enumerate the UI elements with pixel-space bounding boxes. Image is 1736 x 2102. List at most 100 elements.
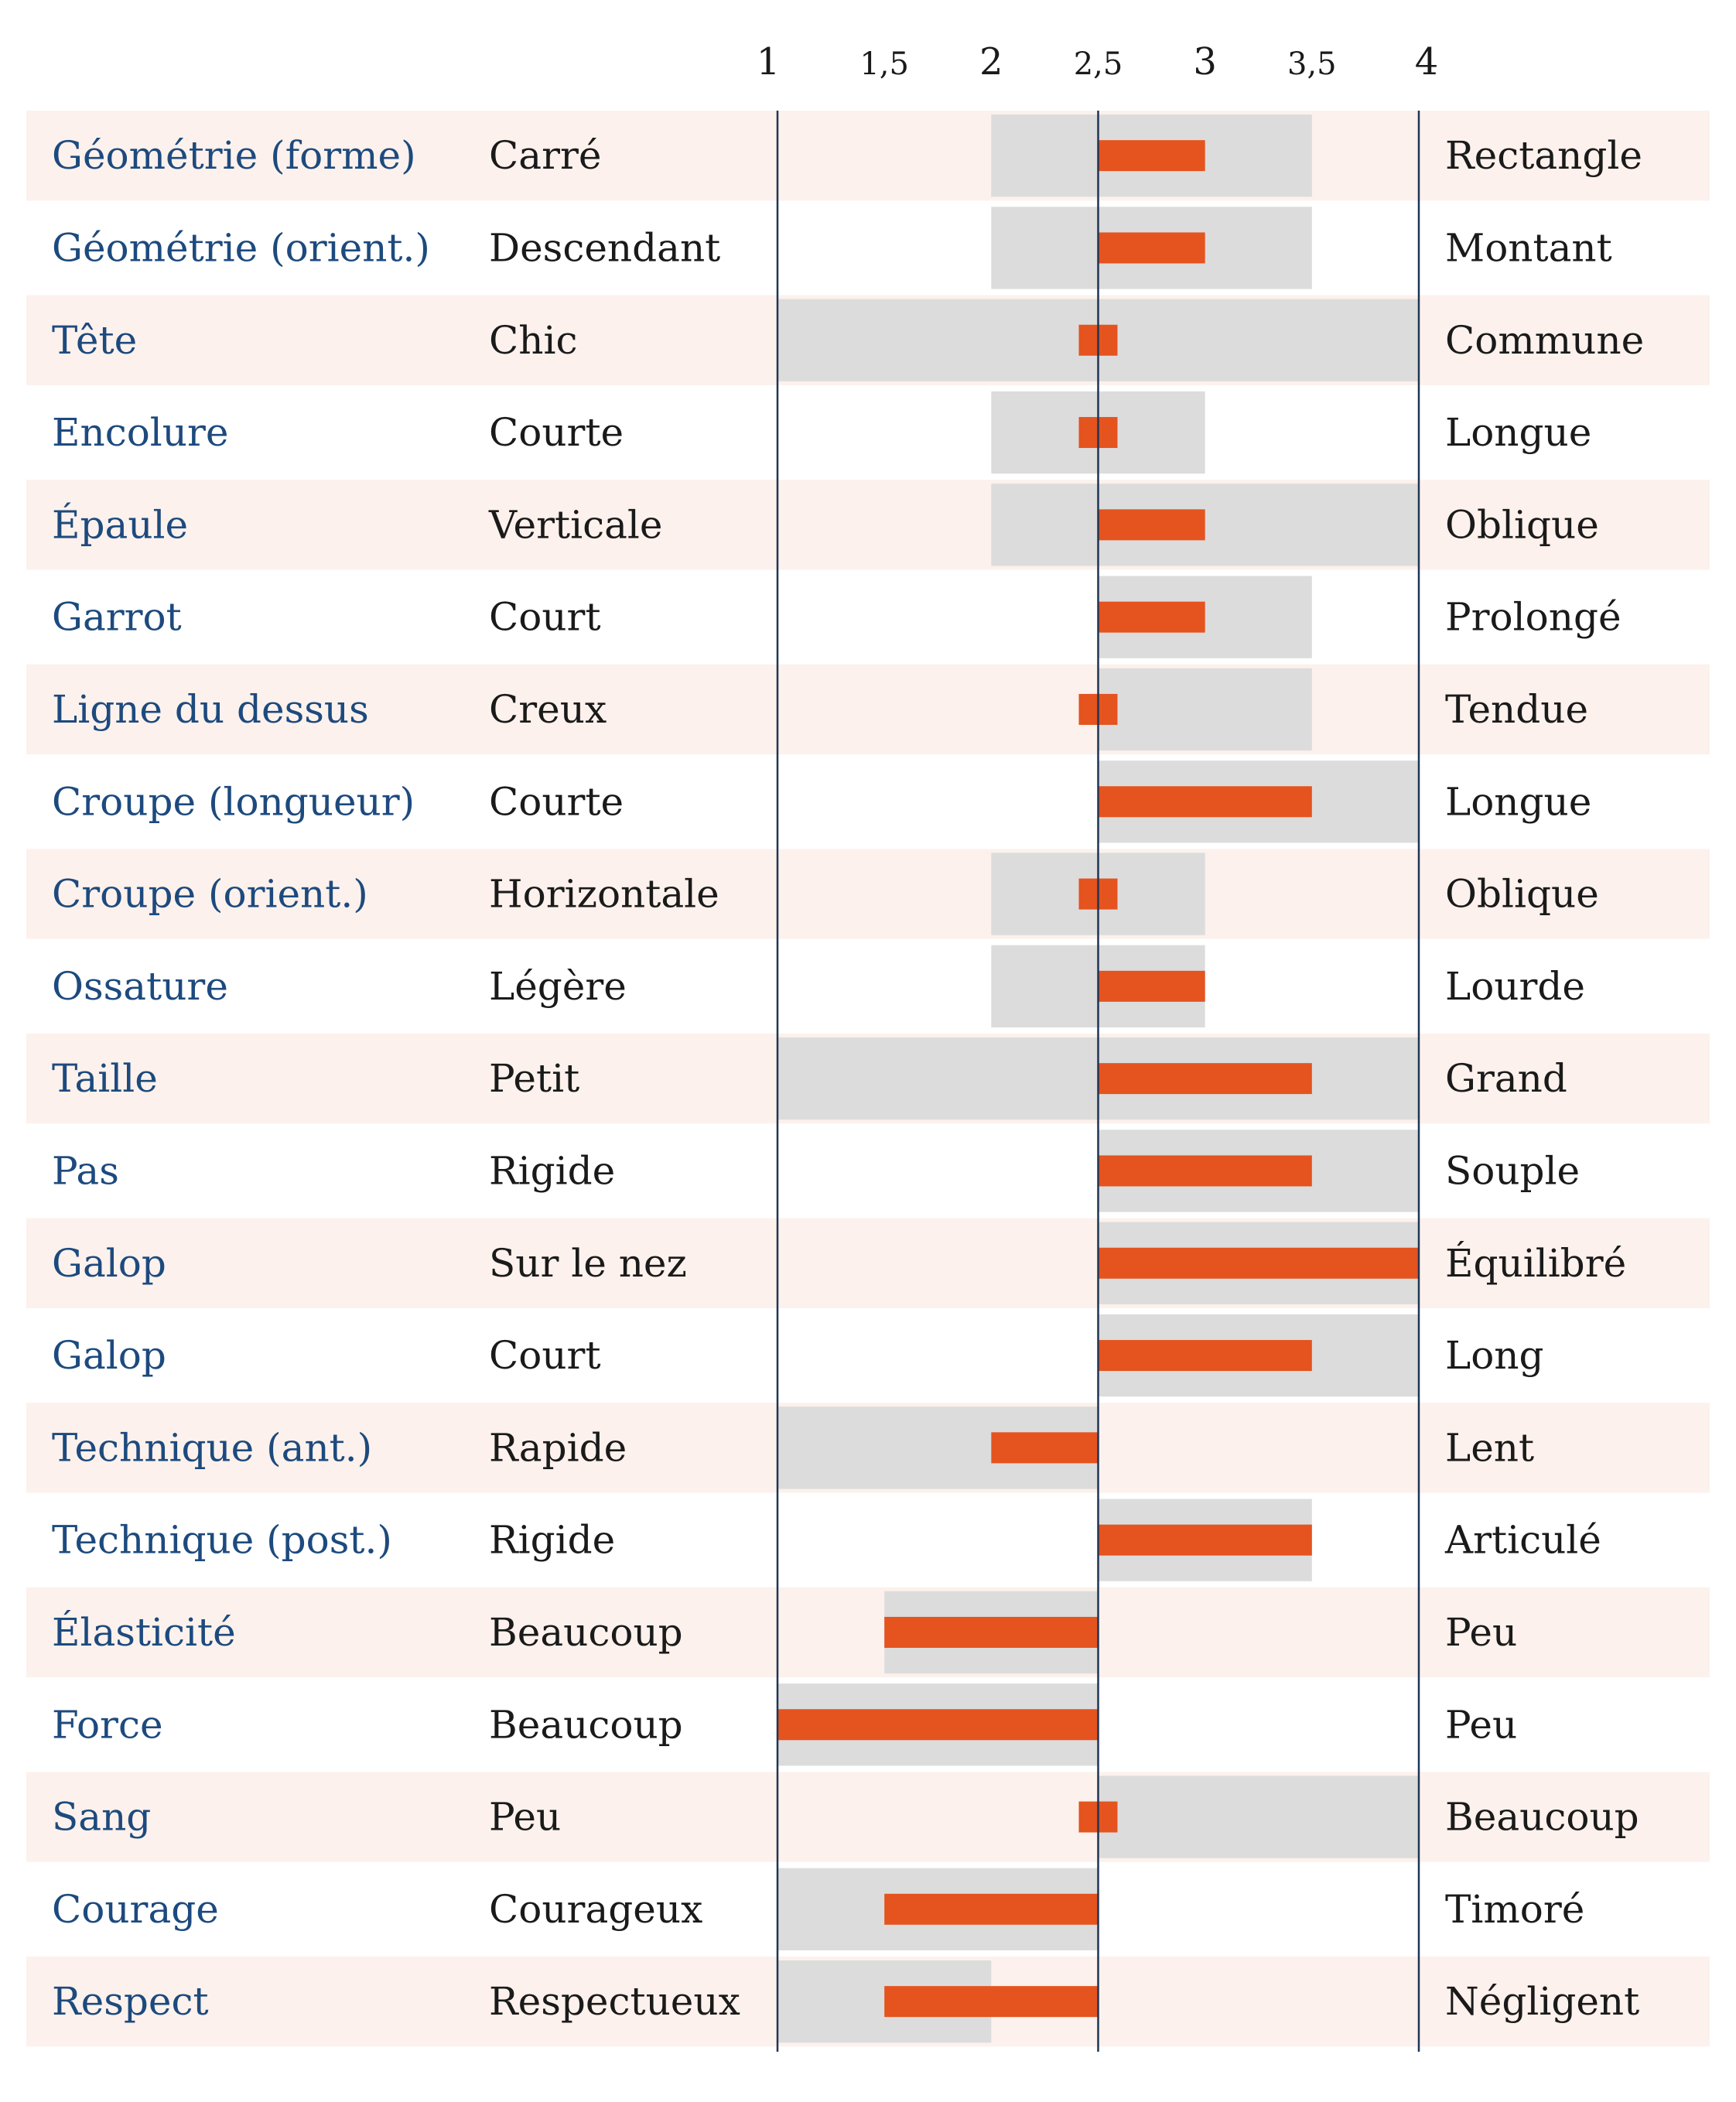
right-pole-label: Long	[1445, 1333, 1544, 1378]
criterion-label: Taille	[52, 1056, 158, 1101]
value-bar	[777, 1709, 1099, 1741]
chart-row: Garrot Court Prolongé	[52, 576, 1622, 658]
left-pole-label: Descendant	[489, 225, 720, 270]
right-pole-label: Lent	[1445, 1425, 1534, 1470]
criterion-label: Technique (post.)	[52, 1518, 392, 1563]
criterion-label: Garrot	[52, 595, 182, 640]
criterion-label: Croupe (orient.)	[52, 872, 368, 917]
left-pole-label: Rigide	[489, 1518, 615, 1563]
criterion-label: Courage	[52, 1887, 219, 1932]
right-pole-label: Longue	[1445, 410, 1591, 455]
right-pole-label: Tendue	[1445, 687, 1588, 732]
rows-layer: Géométrie (forme) Carré RectangleGéométrie…	[26, 111, 1710, 2047]
chart-row: Géométrie (forme) Carré Rectangle	[26, 111, 1710, 201]
criterion-label: Galop	[52, 1333, 166, 1378]
value-bar	[1098, 232, 1205, 264]
left-pole-label: Court	[489, 1333, 601, 1378]
left-pole-label: Chic	[489, 318, 577, 363]
right-pole-label: Montant	[1445, 225, 1612, 270]
chart-row: Ligne du dessus Creux Tendue	[26, 664, 1710, 755]
x-tick-label: 1	[757, 40, 781, 84]
left-pole-label: Rapide	[489, 1425, 627, 1470]
right-pole-label: Longue	[1445, 779, 1591, 824]
row-background	[26, 1587, 1710, 1678]
range-band	[1098, 668, 1312, 751]
chart-row: Technique (ant.) Rapide Lent	[26, 1403, 1710, 1493]
value-bar	[1098, 970, 1205, 1002]
value-bar	[1098, 786, 1312, 818]
chart-row: Épaule Verticale Oblique	[26, 480, 1710, 570]
criterion-label: Géométrie (forme)	[52, 133, 416, 178]
axis-layer: 1 1,5 2 2,5 3 3,5 4	[757, 40, 1438, 2052]
value-bar	[1098, 1524, 1312, 1556]
value-bar	[1098, 1247, 1419, 1279]
criterion-label: Croupe (longueur)	[52, 779, 415, 824]
right-pole-label: Négligent	[1445, 1979, 1639, 2024]
chart-row: Galop Court Long	[52, 1314, 1544, 1397]
right-pole-label: Beaucoup	[1445, 1795, 1639, 1840]
range-band	[991, 484, 1419, 566]
chart-row: Technique (post.) Rigide Articulé	[52, 1499, 1601, 1581]
criterion-label: Ossature	[52, 964, 228, 1009]
x-tick-label: 1,5	[859, 46, 909, 82]
chart-row: Géométrie (orient.) Descendant Montant	[52, 207, 1612, 289]
left-pole-label: Sur le nez	[489, 1241, 687, 1286]
chart-row: Pas Rigide Souple	[52, 1130, 1580, 1212]
left-pole-label: Légère	[489, 964, 627, 1009]
value-bar	[1098, 509, 1205, 541]
x-tick-label: 2,5	[1074, 46, 1123, 82]
chart-row: Ossature Légère Lourde	[52, 945, 1585, 1027]
left-pole-label: Respectueux	[489, 1979, 740, 2024]
chart-row: Galop Sur le nez Équilibré	[26, 1218, 1710, 1308]
row-background	[26, 664, 1710, 755]
criterion-label: Respect	[52, 1979, 209, 2024]
right-pole-label: Commune	[1445, 318, 1644, 363]
value-bar	[1098, 601, 1205, 633]
right-pole-label: Articulé	[1444, 1518, 1601, 1563]
value-bar	[1098, 140, 1205, 172]
x-tick-label: 2	[979, 40, 1003, 84]
left-pole-label: Carré	[489, 133, 601, 178]
chart-row: Tête Chic Commune	[26, 295, 1710, 385]
chart-row: Élasticité Beaucoup Peu	[26, 1587, 1710, 1678]
chart-row: Encolure Courte Longue	[52, 391, 1591, 474]
right-pole-label: Timoré	[1445, 1887, 1584, 1932]
criterion-label: Force	[52, 1702, 163, 1747]
left-pole-label: Petit	[489, 1056, 579, 1101]
chart-row: Sang Peu Beaucoup	[26, 1772, 1710, 1862]
right-pole-label: Peu	[1445, 1610, 1517, 1655]
right-pole-label: Prolongé	[1445, 595, 1622, 640]
value-bar	[991, 1432, 1099, 1464]
criterion-label: Pas	[52, 1148, 119, 1193]
left-pole-label: Courageux	[489, 1887, 702, 1932]
chart-row: Taille Petit Grand	[26, 1034, 1710, 1124]
right-pole-label: Peu	[1445, 1702, 1517, 1747]
criterion-label: Tête	[52, 318, 137, 363]
chart-row: Courage Courageux Timoré	[52, 1868, 1584, 1950]
left-pole-label: Court	[489, 595, 601, 640]
right-pole-label: Oblique	[1445, 872, 1599, 917]
chart-row: Force Beaucoup Peu	[52, 1683, 1517, 1766]
x-tick-label: 3	[1193, 40, 1217, 84]
range-band	[1098, 1776, 1419, 1858]
criterion-label: Technique (ant.)	[52, 1425, 372, 1470]
row-background	[26, 1218, 1710, 1308]
row-background	[26, 849, 1710, 939]
right-pole-label: Souple	[1445, 1148, 1580, 1193]
value-bar	[884, 1893, 1099, 1925]
left-pole-label: Verticale	[488, 502, 663, 547]
criterion-label: Sang	[52, 1795, 151, 1840]
criterion-label: Ligne du dessus	[52, 687, 369, 732]
right-pole-label: Oblique	[1445, 502, 1599, 547]
left-pole-label: Courte	[489, 410, 624, 455]
row-background	[26, 111, 1710, 201]
left-pole-label: Beaucoup	[489, 1610, 683, 1655]
left-pole-label: Creux	[489, 687, 607, 732]
criterion-label: Géométrie (orient.)	[52, 225, 430, 270]
x-tick-label: 3,5	[1287, 46, 1337, 82]
right-pole-label: Lourde	[1445, 964, 1585, 1009]
left-pole-label: Peu	[489, 1795, 561, 1840]
criterion-label: Galop	[52, 1241, 166, 1286]
row-background	[26, 480, 1710, 570]
